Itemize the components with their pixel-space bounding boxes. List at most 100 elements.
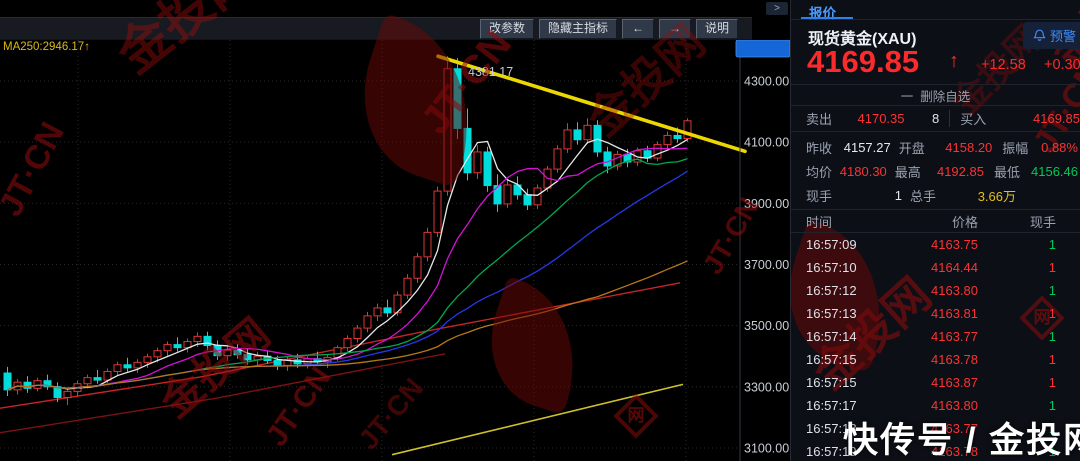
stat-label: 总手: [910, 188, 937, 204]
y-axis-label: 3100.00: [744, 441, 789, 455]
candle-body: [503, 184, 512, 205]
tick-lot: 1: [1048, 306, 1056, 321]
candle-body: [123, 364, 132, 369]
candle-body: [103, 371, 112, 381]
tick-row: 16:57:18 4163.77 1: [791, 417, 1080, 440]
candle-body: [673, 134, 682, 139]
chart-toolbar: 改参数 隐藏主指标 ← → 说明: [0, 17, 752, 40]
tick-row: 16:57:17 4163.80 1: [791, 394, 1080, 417]
hide-main-indicator-button[interactable]: 隐藏主指标: [538, 18, 617, 39]
alert-button-label: 预警: [1049, 29, 1076, 44]
tick-lot: 1: [1048, 237, 1056, 252]
tick-header-2: 价格: [951, 214, 978, 230]
long-ma-maroon: [0, 353, 446, 434]
ma250-segment: [391, 383, 684, 456]
tick-price: 4163.81: [931, 306, 978, 321]
tick-price: 4163.87: [931, 375, 978, 390]
stat-value: 1: [894, 187, 902, 203]
prev-button[interactable]: ←: [621, 18, 654, 39]
candle-body: [523, 194, 532, 206]
tab-active-underline: [801, 17, 853, 19]
candle-body: [433, 190, 442, 233]
stat-label: 均价: [806, 164, 833, 180]
candle-body: [353, 327, 362, 339]
stat-row: 现手 1 总手 3.66万: [791, 183, 1080, 207]
tab-quote[interactable]: 报价: [809, 6, 836, 21]
candle-body: [533, 187, 542, 206]
candle-body: [463, 127, 472, 174]
tick-row: 16:57:15 4163.87 1: [791, 371, 1080, 394]
price-change-percent: +0.30%: [1044, 57, 1080, 73]
tick-row: 16:57:10 4164.44 1: [791, 256, 1080, 279]
price-change: +12.58: [981, 57, 1026, 73]
stat-label: 开盘: [898, 140, 925, 156]
ma-line: [7, 147, 688, 391]
candle-body: [403, 277, 412, 296]
quote-panel: 金投网 JT·CN 金投网 金投网 网 报价 现货黄金(XAU) 预警: [790, 0, 1080, 461]
bell-icon: [1033, 29, 1046, 41]
candle-body: [383, 307, 392, 314]
candle-body: [163, 344, 172, 352]
bid-ask-divider: [949, 110, 951, 127]
sell-label: 卖出: [806, 112, 833, 127]
peak-price-annotation: 4381.17: [468, 65, 513, 79]
candle-body: [563, 129, 572, 150]
help-button[interactable]: 说明: [695, 18, 738, 39]
tick-price: 4163.75: [931, 237, 978, 252]
tick-lot: 1: [1048, 444, 1056, 459]
candle-body: [133, 361, 142, 369]
y-axis-label: 4100.00: [744, 136, 789, 150]
quote-stats: 昨收 4157.27 开盘 4158.20 振幅 0.88% 均价 4180.30 最高 4192…: [791, 132, 1080, 210]
buy-price: 4169.85: [1033, 111, 1080, 126]
candle-body: [143, 356, 152, 363]
tick-time: 16:57:15: [806, 375, 857, 390]
candle-body: [43, 380, 52, 388]
collapse-panel-chevron[interactable]: >: [766, 2, 788, 15]
candle-body: [413, 256, 422, 279]
tick-time: 16:57:14: [806, 329, 857, 344]
stat-label: 现手: [806, 188, 833, 204]
instrument-name: 现货黄金(XAU): [808, 31, 917, 48]
tick-table-header: 时间 价格 现手: [791, 210, 1080, 233]
candle-body: [373, 307, 382, 317]
y-axis-label: 3900.00: [744, 197, 789, 211]
candle-body: [223, 349, 232, 357]
tick-price: 4163.78: [931, 444, 978, 459]
candle-body: [583, 124, 592, 141]
stat-label: 振幅: [1002, 140, 1029, 156]
candle-body: [443, 68, 452, 192]
candle-body: [423, 231, 432, 258]
tick-lot: 1: [1048, 352, 1056, 367]
stat-value: 3.66万: [977, 188, 1016, 204]
kline-chart[interactable]: 4300.00 4100.00 3900.00 3700.00 3500.00 3300.…: [0, 40, 790, 461]
candle-body: [63, 390, 72, 399]
tick-lot: 1: [1048, 260, 1056, 275]
tick-row: 16:57:15 4163.78 1: [791, 348, 1080, 371]
panel-tab-bar: 报价: [791, 0, 1080, 21]
tick-table: 16:57:09 4163.75 1 16:57:10 4164.44 1 16:57:12…: [791, 233, 1080, 461]
candle-body: [683, 120, 692, 139]
bid-ask-row: 卖出 4170.35 8 买入 4169.85: [791, 106, 1080, 132]
tick-header-3: 现手: [1029, 214, 1056, 230]
tick-row: 16:57:12 4163.80 1: [791, 279, 1080, 302]
sell-size: 8: [932, 111, 940, 126]
alert-button[interactable]: 预警: [1022, 22, 1080, 49]
tick-price: 4163.77: [931, 421, 978, 436]
candle-body: [153, 350, 162, 358]
buy-label: 买入: [960, 112, 987, 127]
stat-value: 4158.20: [945, 139, 993, 155]
candle-body: [83, 377, 92, 385]
tick-time: 16:57:17: [806, 398, 857, 413]
candle-body: [193, 335, 202, 343]
ma-line: [7, 260, 688, 391]
stat-label: 最低: [993, 164, 1020, 180]
next-button[interactable]: →: [658, 18, 691, 39]
candle-body: [653, 144, 662, 159]
price-axis-badge-label: 4378.20: [741, 40, 785, 43]
remove-watchlist-button[interactable]: 一 删除自选: [791, 84, 1080, 106]
change-params-button[interactable]: 改参数: [479, 18, 534, 39]
minus-icon: 一: [900, 89, 914, 104]
candle-body: [573, 129, 582, 141]
stat-value: 4156.46: [1031, 163, 1078, 179]
